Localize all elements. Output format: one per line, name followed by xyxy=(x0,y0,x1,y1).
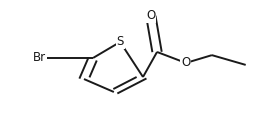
Text: O: O xyxy=(146,9,155,22)
Text: O: O xyxy=(181,56,191,69)
Text: S: S xyxy=(116,36,124,48)
Text: Br: Br xyxy=(33,51,46,64)
